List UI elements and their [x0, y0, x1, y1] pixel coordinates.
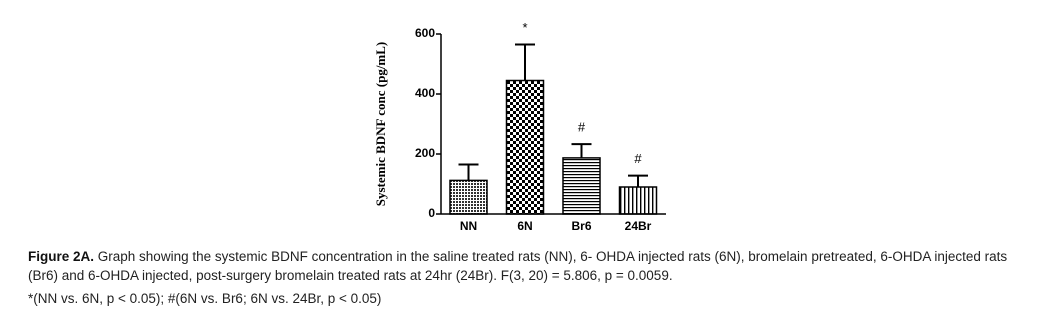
bar — [562, 157, 601, 215]
annotation: * — [522, 20, 527, 35]
y-axis-label: Systemic BDNF conc (pg/mL) — [373, 42, 388, 207]
chart: Systemic BDNF conc (pg/mL) 0 200 400 600 NN *… — [373, 20, 666, 233]
bar — [505, 79, 545, 215]
caption-text: Graph showing the systemic BDNF concentr… — [28, 249, 1008, 283]
y-tick-label: 600 — [415, 26, 435, 40]
bar — [618, 186, 658, 215]
caption: Figure 2A. Graph showing the systemic BD… — [28, 247, 1038, 285]
annotation: # — [578, 120, 586, 135]
bar — [449, 179, 488, 215]
y-tick-label: 0 — [428, 206, 435, 220]
annotation: # — [634, 151, 642, 166]
x-tick-label: Br6 — [571, 219, 591, 233]
x-tick-label: 24Br — [625, 219, 652, 233]
footnote: *(NN vs. 6N, p < 0.05); #(6N vs. Br6; 6N… — [28, 291, 382, 306]
y-tick-label: 400 — [415, 86, 435, 100]
y-tick-label: 200 — [415, 146, 435, 160]
x-tick-label: NN — [460, 219, 477, 233]
caption-label: Figure 2A. — [28, 249, 95, 264]
x-tick-label: 6N — [517, 219, 532, 233]
